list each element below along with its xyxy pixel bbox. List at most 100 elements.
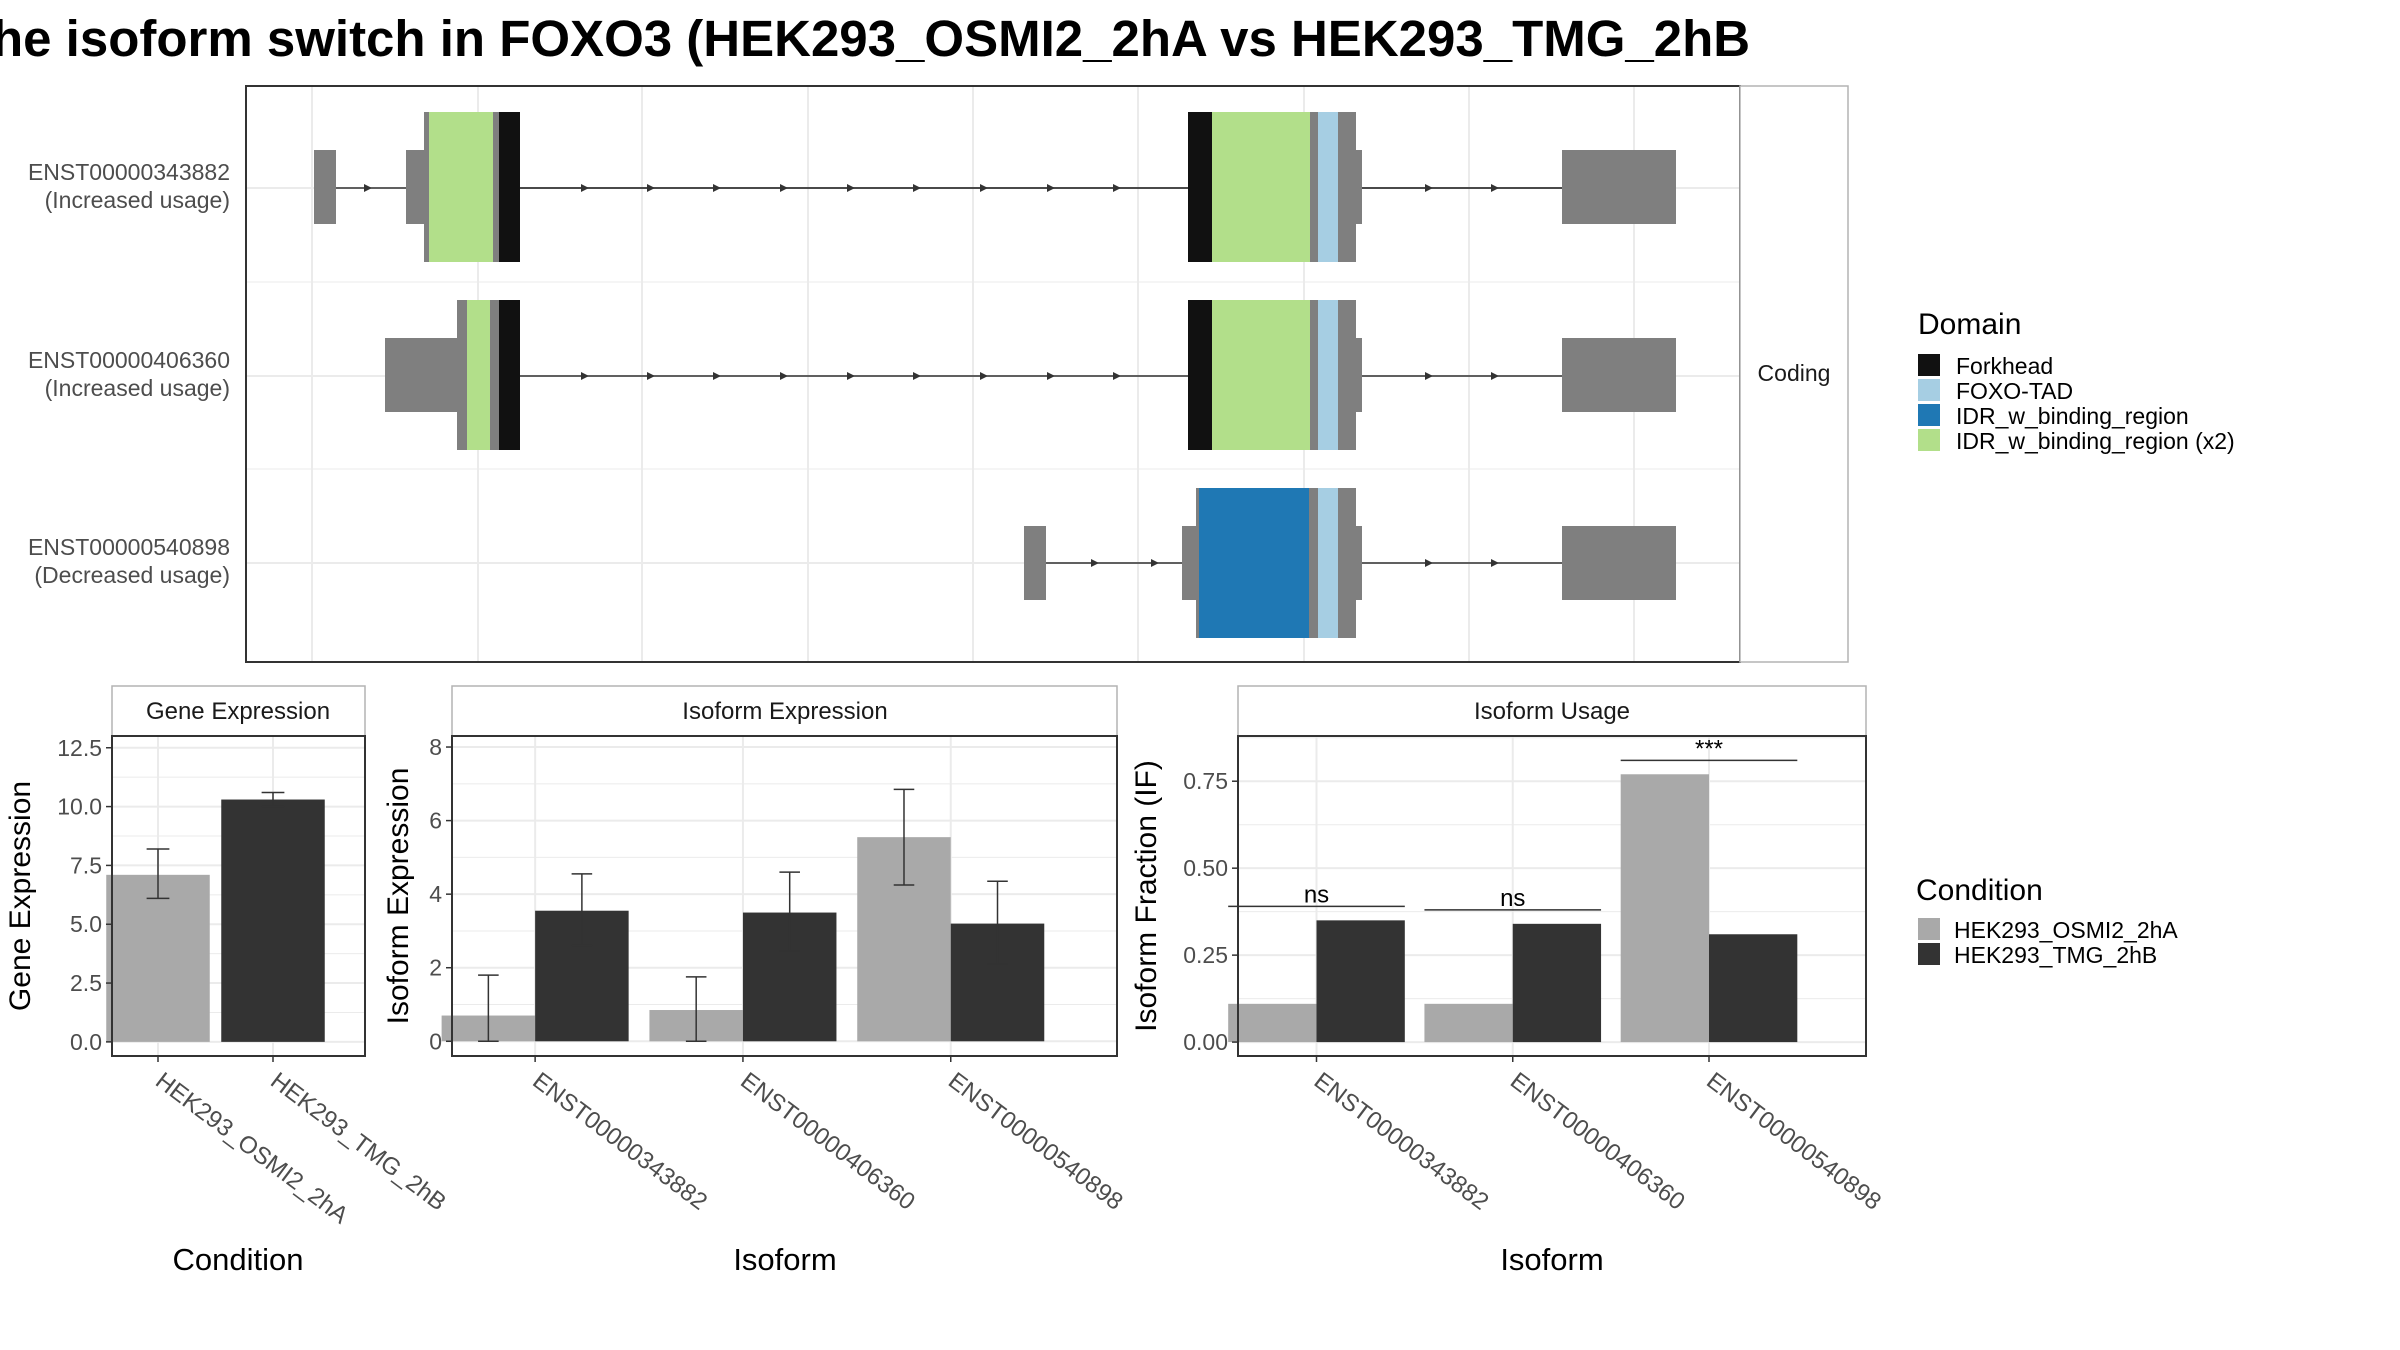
structure-strip-label: Coding <box>1758 360 1831 386</box>
intron-arrow <box>847 372 855 380</box>
bar <box>1512 923 1602 1043</box>
isoform-label-3-id: ENST00000540898 <box>28 534 230 560</box>
y-tick-label: 4 <box>429 881 442 907</box>
legend-swatch-forkhead <box>1918 354 1940 376</box>
significance-label: ns <box>1500 885 1525 912</box>
intron-arrow <box>780 184 788 192</box>
isoform-usage-panel: Isoform Usage ns ns *** 0.00 0.25 0.50 0.75 E… <box>1130 685 1886 1277</box>
intron-arrow <box>1047 184 1055 192</box>
utr-exon <box>1562 338 1676 412</box>
x-tick-label: ENST00000406360 <box>1505 1067 1690 1215</box>
utr-exon <box>1562 526 1676 600</box>
isoform-usage-strip <box>1237 685 1867 737</box>
gene-expression-border <box>111 735 366 1057</box>
isoform-expression-strip-title: Isoform Expression <box>682 698 887 725</box>
domain-foxo-tad <box>1318 300 1338 450</box>
y-tick-label: 2 <box>429 955 442 981</box>
gene-expression-y-ticks: 0.0 2.5 5.0 7.5 10.0 12.5 <box>57 735 112 1055</box>
legend-label-tmg: HEK293_TMG_2hB <box>1954 942 2157 968</box>
intron-arrow <box>581 372 589 380</box>
intron-arrow <box>980 372 988 380</box>
intron-arrow <box>1491 559 1499 567</box>
intron-arrow <box>1113 372 1121 380</box>
utr-exon <box>1562 150 1676 224</box>
condition-legend: Condition HEK293_OSMI2_2hA HEK293_TMG_2h… <box>1916 874 2178 968</box>
utr-exon <box>1356 526 1362 600</box>
isoform-label-2-status: (Increased usage) <box>45 375 230 401</box>
domain-foxo-tad <box>1318 112 1338 262</box>
legend-swatch-osmi2 <box>1918 918 1940 940</box>
intron-arrow <box>1425 559 1433 567</box>
intron-arrow <box>847 184 855 192</box>
gene-expression-panel: Gene Expression 0.0 2.5 5.0 7.5 10.0 12.5 HEK… <box>4 685 451 1277</box>
intron-arrow <box>1425 184 1433 192</box>
bar <box>1424 1003 1513 1043</box>
gene-expression-x-axis-title: Condition <box>173 1242 304 1277</box>
isoform-expression-x-ticks: ENST00000343882 ENST00000406360 ENST000005… <box>528 1056 1128 1216</box>
y-tick-label: 7.5 <box>70 852 102 878</box>
isoform-usage-strip-title: Isoform Usage <box>1474 698 1630 725</box>
intron-arrow <box>1491 372 1499 380</box>
domain-forkhead <box>499 112 520 262</box>
isoform-label-1-id: ENST00000343882 <box>28 159 230 185</box>
y-tick-label: 0.00 <box>1183 1029 1228 1055</box>
isoform-expression-y-axis-title: Isoform Expression <box>382 768 415 1025</box>
legend-swatch-tmg <box>1918 943 1940 965</box>
isoform-usage-y-ticks: 0.00 0.25 0.50 0.75 <box>1183 768 1238 1055</box>
y-tick-label: 8 <box>429 734 442 760</box>
y-tick-label: 6 <box>429 808 442 834</box>
intron-arrow <box>647 184 655 192</box>
domain-idr <box>1199 488 1309 638</box>
intron-arrow <box>1091 559 1099 567</box>
isoform-usage-y-axis-title: Isoform Fraction (IF) <box>1130 760 1163 1032</box>
y-tick-label: 2.5 <box>70 970 102 996</box>
isoform-expression-y-ticks: 0 2 4 6 8 <box>429 734 452 1054</box>
significance-label: ns <box>1304 881 1329 908</box>
intron-arrow <box>1113 184 1121 192</box>
utr-exon <box>406 150 426 224</box>
intron-arrow <box>780 372 788 380</box>
intron-arrow <box>581 184 589 192</box>
domain-legend-title: Domain <box>1918 308 2021 341</box>
domain-idr-x2 <box>467 300 490 450</box>
bar <box>1709 934 1798 1043</box>
legend-swatch-foxo-tad <box>1918 379 1940 401</box>
y-tick-label: 0.50 <box>1183 855 1228 881</box>
domain-forkhead <box>1188 300 1212 450</box>
gene-expression-strip-title: Gene Expression <box>146 698 330 725</box>
domain-idr-x2 <box>429 112 493 262</box>
y-tick-label: 0.75 <box>1183 768 1228 794</box>
bar <box>1620 774 1709 1043</box>
utr-exon <box>314 150 336 224</box>
y-tick-label: 10.0 <box>57 794 102 820</box>
y-tick-label: 5.0 <box>70 911 102 937</box>
intron-arrow <box>913 184 921 192</box>
utr-exon <box>1182 526 1200 600</box>
condition-legend-title: Condition <box>1916 874 2043 907</box>
legend-label-idr-x2: IDR_w_binding_region (x2) <box>1956 428 2235 454</box>
domain-idr-x2 <box>1212 112 1310 262</box>
domain-idr-x2 <box>1212 300 1310 450</box>
bar <box>106 874 210 1042</box>
x-tick-label: ENST00000343882 <box>1309 1067 1494 1215</box>
intron-arrow <box>647 372 655 380</box>
isoform-label-1-status: (Increased usage) <box>45 187 230 213</box>
domain-legend: Domain Forkhead FOXO-TAD IDR_w_binding_r… <box>1918 308 2235 454</box>
intron-arrow <box>364 184 372 192</box>
domain-forkhead <box>1188 112 1212 262</box>
intron-arrow <box>1491 184 1499 192</box>
y-tick-label: 0.0 <box>70 1029 102 1055</box>
utr-exon <box>1024 526 1046 600</box>
isoform-expression-bars <box>441 788 1045 1043</box>
legend-label-forkhead: Forkhead <box>1956 353 2053 379</box>
gene-expression-bars <box>106 791 325 1042</box>
intron-arrow <box>713 372 721 380</box>
isoform-usage-border <box>1237 735 1867 1057</box>
y-tick-label: 0.25 <box>1183 942 1228 968</box>
x-tick-label: HEK293_OSMI2_2hA <box>150 1067 353 1229</box>
legend-swatch-idr-x2 <box>1918 429 1940 451</box>
isoform-label-3-status: (Decreased usage) <box>34 562 230 588</box>
structure-strip <box>1739 85 1849 663</box>
domain-forkhead <box>499 300 520 450</box>
